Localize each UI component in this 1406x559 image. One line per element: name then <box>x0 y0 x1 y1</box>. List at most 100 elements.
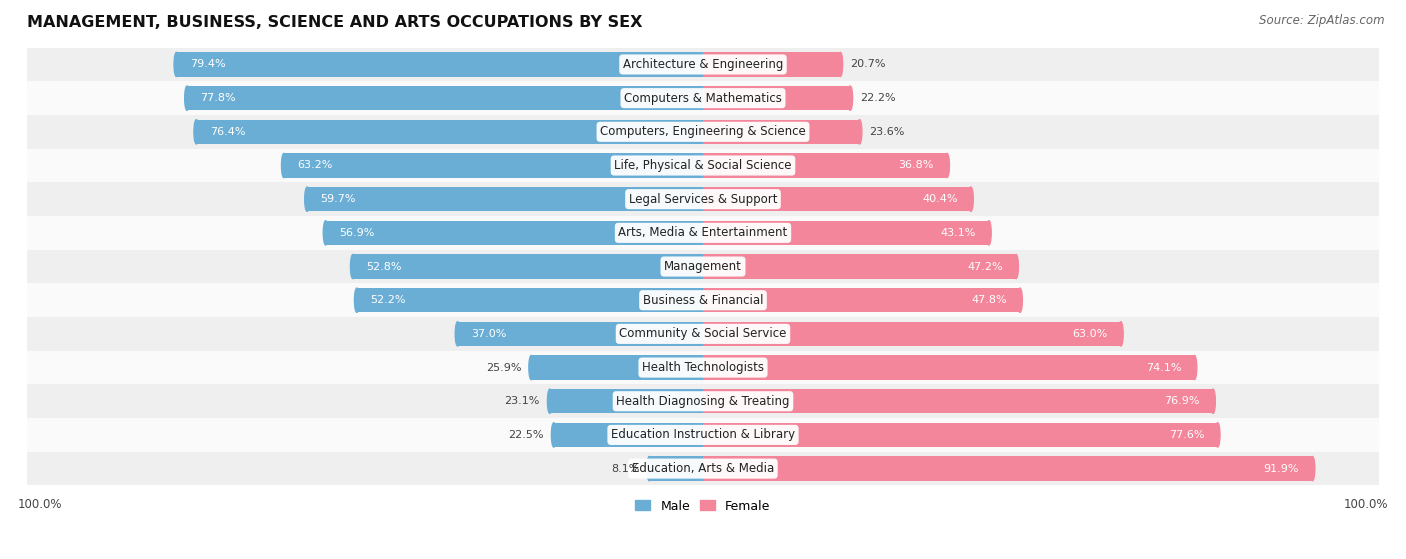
Circle shape <box>184 86 190 110</box>
Circle shape <box>1211 389 1215 413</box>
Circle shape <box>987 221 991 245</box>
Bar <box>357 288 703 312</box>
Text: 79.4%: 79.4% <box>190 59 225 69</box>
Text: 36.8%: 36.8% <box>898 160 934 170</box>
Circle shape <box>354 288 359 312</box>
Bar <box>703 356 1195 380</box>
FancyBboxPatch shape <box>27 115 1379 149</box>
Bar <box>703 86 851 110</box>
Circle shape <box>1018 288 1022 312</box>
FancyBboxPatch shape <box>27 250 1379 283</box>
Bar <box>353 254 703 278</box>
Circle shape <box>350 254 356 278</box>
Bar <box>284 153 703 178</box>
Circle shape <box>194 120 198 144</box>
FancyBboxPatch shape <box>27 216 1379 250</box>
Text: 22.2%: 22.2% <box>860 93 896 103</box>
Text: 63.0%: 63.0% <box>1073 329 1108 339</box>
Circle shape <box>1118 322 1123 346</box>
Text: 59.7%: 59.7% <box>321 194 356 204</box>
Text: 76.9%: 76.9% <box>1164 396 1199 406</box>
Text: Community & Social Service: Community & Social Service <box>619 328 787 340</box>
FancyBboxPatch shape <box>27 149 1379 182</box>
Circle shape <box>1014 254 1018 278</box>
Text: 63.2%: 63.2% <box>297 160 332 170</box>
Circle shape <box>547 389 553 413</box>
Bar <box>307 187 703 211</box>
Text: 77.6%: 77.6% <box>1168 430 1205 440</box>
FancyBboxPatch shape <box>27 385 1379 418</box>
FancyBboxPatch shape <box>27 283 1379 317</box>
Text: 40.4%: 40.4% <box>922 194 957 204</box>
Text: 22.5%: 22.5% <box>509 430 544 440</box>
Text: 43.1%: 43.1% <box>941 228 976 238</box>
Text: 23.6%: 23.6% <box>869 127 905 137</box>
Circle shape <box>281 153 287 178</box>
FancyBboxPatch shape <box>27 317 1379 350</box>
Text: Architecture & Engineering: Architecture & Engineering <box>623 58 783 71</box>
Circle shape <box>323 221 328 245</box>
Circle shape <box>456 322 460 346</box>
Bar <box>703 322 1121 346</box>
Text: 47.8%: 47.8% <box>972 295 1007 305</box>
Bar <box>703 288 1019 312</box>
FancyBboxPatch shape <box>27 81 1379 115</box>
Text: Arts, Media & Entertainment: Arts, Media & Entertainment <box>619 226 787 239</box>
Circle shape <box>1310 457 1315 481</box>
Legend: Male, Female: Male, Female <box>630 495 776 518</box>
Bar <box>176 53 703 77</box>
Bar <box>550 389 703 413</box>
Text: 25.9%: 25.9% <box>486 363 522 372</box>
Circle shape <box>969 187 973 211</box>
Circle shape <box>551 423 557 447</box>
Circle shape <box>1192 356 1197 380</box>
Text: Management: Management <box>664 260 742 273</box>
Text: Legal Services & Support: Legal Services & Support <box>628 193 778 206</box>
Bar <box>703 423 1218 447</box>
Circle shape <box>174 53 179 77</box>
Text: Health Technologists: Health Technologists <box>643 361 763 374</box>
Text: 8.1%: 8.1% <box>612 463 640 473</box>
FancyBboxPatch shape <box>27 452 1379 485</box>
Text: Life, Physical & Social Science: Life, Physical & Social Science <box>614 159 792 172</box>
Text: Source: ZipAtlas.com: Source: ZipAtlas.com <box>1260 14 1385 27</box>
Text: 23.1%: 23.1% <box>505 396 540 406</box>
Circle shape <box>945 153 949 178</box>
Bar <box>197 120 703 144</box>
Bar <box>457 322 703 346</box>
Text: 56.9%: 56.9% <box>339 228 374 238</box>
Bar <box>703 254 1017 278</box>
Bar <box>703 221 988 245</box>
Text: 52.8%: 52.8% <box>366 262 402 272</box>
Text: Business & Financial: Business & Financial <box>643 293 763 307</box>
Bar <box>703 153 948 178</box>
FancyBboxPatch shape <box>27 350 1379 385</box>
Text: 47.2%: 47.2% <box>967 262 1002 272</box>
Bar <box>326 221 703 245</box>
Circle shape <box>305 187 309 211</box>
Circle shape <box>858 120 862 144</box>
Circle shape <box>647 457 651 481</box>
Bar <box>703 53 841 77</box>
Circle shape <box>848 86 852 110</box>
Bar <box>703 457 1312 481</box>
Circle shape <box>838 53 842 77</box>
Text: Education Instruction & Library: Education Instruction & Library <box>612 428 794 442</box>
Text: 77.8%: 77.8% <box>200 93 236 103</box>
Circle shape <box>1215 423 1220 447</box>
Bar <box>554 423 703 447</box>
Text: 37.0%: 37.0% <box>471 329 506 339</box>
Circle shape <box>529 356 534 380</box>
FancyBboxPatch shape <box>27 48 1379 81</box>
Text: Education, Arts & Media: Education, Arts & Media <box>631 462 775 475</box>
Text: 76.4%: 76.4% <box>209 127 245 137</box>
Text: MANAGEMENT, BUSINESS, SCIENCE AND ARTS OCCUPATIONS BY SEX: MANAGEMENT, BUSINESS, SCIENCE AND ARTS O… <box>27 15 643 30</box>
Text: 20.7%: 20.7% <box>851 59 886 69</box>
Text: 91.9%: 91.9% <box>1264 463 1299 473</box>
Bar <box>187 86 703 110</box>
Text: 74.1%: 74.1% <box>1146 363 1181 372</box>
Text: Computers & Mathematics: Computers & Mathematics <box>624 92 782 105</box>
Bar <box>703 187 972 211</box>
Text: Computers, Engineering & Science: Computers, Engineering & Science <box>600 125 806 138</box>
Bar <box>703 389 1213 413</box>
